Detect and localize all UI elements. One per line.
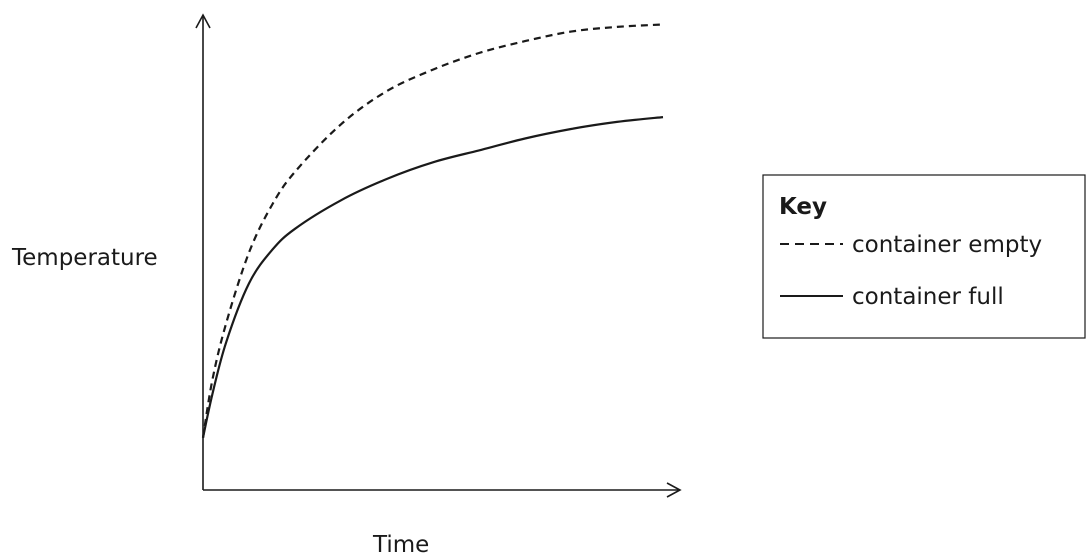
axes <box>195 13 682 498</box>
y-axis-arrowhead <box>195 13 211 29</box>
legend-label-container-empty: container empty <box>852 232 1042 258</box>
series-line-container-empty <box>201 23 664 438</box>
series-layer <box>201 23 664 439</box>
x-axis-arrowhead <box>666 482 682 498</box>
legend-title: Key <box>779 194 827 220</box>
legend-box <box>762 174 1086 339</box>
x-axis-label: Time <box>372 532 429 558</box>
series-line-container-full <box>201 116 664 439</box>
legend-label-container-full: container full <box>852 284 1004 310</box>
legend: Key container empty container full <box>762 174 1086 339</box>
y-axis-label: Temperature <box>11 245 158 271</box>
